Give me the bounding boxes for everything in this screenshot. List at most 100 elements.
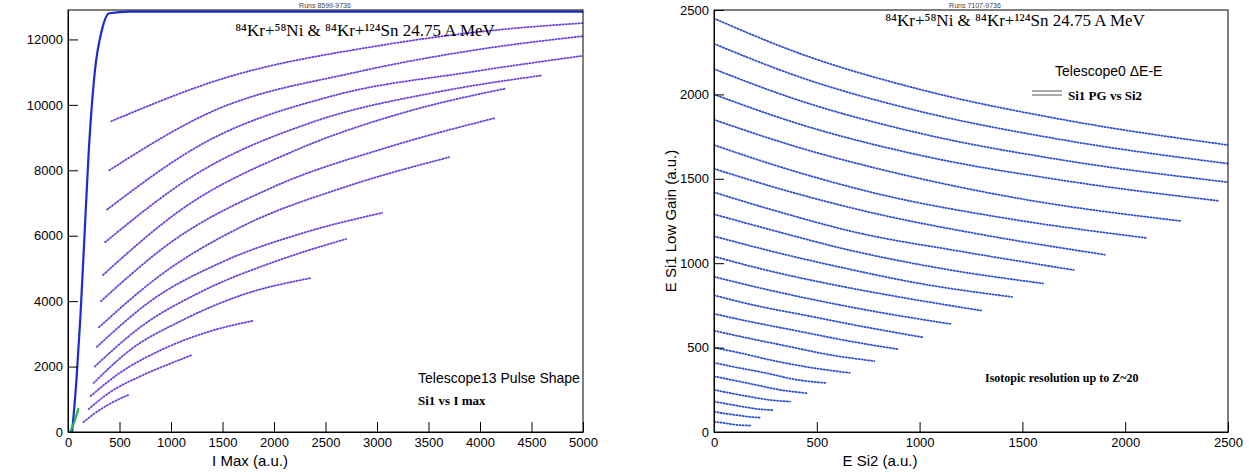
y-tick-mark [68, 301, 78, 302]
x-tick-label: 500 [806, 435, 828, 450]
series-line [107, 56, 583, 210]
x-tick-mark [1125, 422, 1126, 432]
x-tick-label: 500 [109, 435, 131, 450]
y-axis: 0 500 1000 1500 2000 2500 [680, 3, 724, 440]
x-tick: 500 [806, 422, 828, 450]
x-tick-label: 3500 [415, 435, 444, 450]
series-line [70, 409, 78, 432]
series-line [89, 355, 192, 409]
x-tick-mark [377, 422, 378, 432]
x-tick-mark [120, 422, 121, 432]
x-tick-mark [1022, 422, 1023, 432]
y-tick: 2000 [34, 359, 78, 374]
x-tick: 1500 [209, 422, 238, 450]
panel: 0500100015002000250030003500400045005000… [27, 2, 598, 469]
y-tick-label: 0 [702, 425, 709, 440]
x-tick-mark [223, 422, 224, 432]
series-line [91, 321, 254, 396]
y-tick-mark [68, 39, 78, 40]
y-tick: 1000 [680, 256, 724, 271]
y-tick: 10000 [27, 98, 78, 113]
y-tick-mark [68, 170, 78, 171]
x-tick: 2000 [260, 422, 289, 450]
y-tick: 4000 [34, 294, 78, 309]
x-tick-label: 1000 [906, 435, 935, 450]
y-tick-label: 1500 [680, 171, 709, 186]
x-tick-label: 5000 [569, 435, 598, 450]
y-tick: 1500 [680, 171, 724, 186]
x-tick: 1500 [1008, 422, 1037, 450]
series-line [714, 348, 850, 373]
series-line [714, 295, 924, 337]
x-tick: 2500 [312, 422, 341, 450]
plot-area [70, 12, 583, 432]
x-tick-label: 0 [711, 435, 718, 450]
x-tick: 5000 [569, 422, 598, 450]
y-tick-label: 2000 [680, 87, 709, 102]
subtitle: Runs 8599-9736 [299, 2, 351, 9]
y-tick-label: 6000 [34, 228, 63, 243]
series-line [714, 256, 981, 310]
x-tick-mark [583, 422, 584, 432]
x-tick: 2000 [1111, 422, 1140, 450]
x-axis: 0500100015002000250030003500400045005000 [65, 422, 598, 450]
x-tick-mark [480, 422, 481, 432]
x-tick-label: 2000 [1111, 435, 1140, 450]
y-tick-label: 1000 [680, 256, 709, 271]
y-tick: 2500 [680, 3, 724, 18]
x-axis-title: E Si2 (a.u.) [842, 452, 917, 469]
x-tick: 4000 [466, 422, 495, 450]
series-line [714, 402, 774, 410]
x-axis-title: I Max (a.u.) [212, 452, 288, 469]
series-line [714, 314, 899, 349]
y-tick-mark [714, 263, 724, 264]
y-tick-label: 12000 [27, 32, 63, 47]
y-tick-label: 0 [56, 425, 63, 440]
y-tick-mark [714, 432, 724, 433]
series-line [714, 331, 874, 361]
figure: 0500100015002000250030003500400045005000… [0, 0, 1249, 472]
panel: 0 500 1000 1500 2000 25000 500 1000 1500 2000 2500… [662, 2, 1243, 469]
y-tick-mark [714, 179, 724, 180]
y-tick: 500 [687, 340, 724, 355]
x-tick-mark [920, 422, 921, 432]
series-line [714, 120, 1181, 221]
x-tick-mark [532, 422, 533, 432]
plot-frame [714, 10, 1228, 432]
series-line [714, 390, 790, 402]
series-line [714, 376, 807, 393]
y-tick-label: 500 [687, 340, 709, 355]
x-tick-label: 3000 [363, 435, 392, 450]
x-tick: 3500 [415, 422, 444, 450]
title: ⁸⁴Kr+⁵⁸Ni & ⁸⁴Kr+¹²⁴Sn 24.75 A MeV [885, 11, 1145, 30]
x-tick-label: 2500 [312, 435, 341, 450]
annotation: Si1 PG vs Si2 [1068, 88, 1142, 103]
y-tick-mark [714, 348, 724, 349]
series-line [714, 412, 761, 418]
y-tick-label: 2000 [34, 359, 63, 374]
x-tick-mark [429, 422, 430, 432]
x-tick-label: 2000 [260, 435, 289, 450]
y-tick-label: 4000 [34, 294, 63, 309]
title: ⁸⁴Kr+⁵⁸Ni & ⁸⁴Kr+¹²⁴Sn 24.75 A MeV [235, 21, 495, 40]
y-tick: 0 [56, 425, 78, 440]
series-line [105, 75, 542, 242]
plot-area [714, 18, 1228, 425]
x-tick-label: 1500 [1008, 435, 1037, 450]
annotation: Telescope0 ΔE-E [1055, 63, 1162, 79]
legend-glyph [1032, 91, 1062, 95]
series-line [94, 278, 310, 383]
y-tick-label: 8000 [34, 163, 63, 178]
series-line [95, 239, 346, 367]
series-line [714, 145, 1146, 238]
y-axis: 0 2000 4000 6000 8000 10000 12000 [27, 11, 78, 440]
y-tick-mark [714, 94, 724, 95]
annotation: Si1 vs I max [418, 393, 486, 408]
x-tick-mark [171, 422, 172, 432]
x-tick-label: 1500 [209, 435, 238, 450]
y-axis-line [68, 11, 69, 433]
x-tick-label: 4500 [518, 435, 547, 450]
y-tick-label: 2500 [680, 3, 709, 18]
plot-frame [68, 10, 583, 432]
x-tick-label: 4000 [466, 435, 495, 450]
